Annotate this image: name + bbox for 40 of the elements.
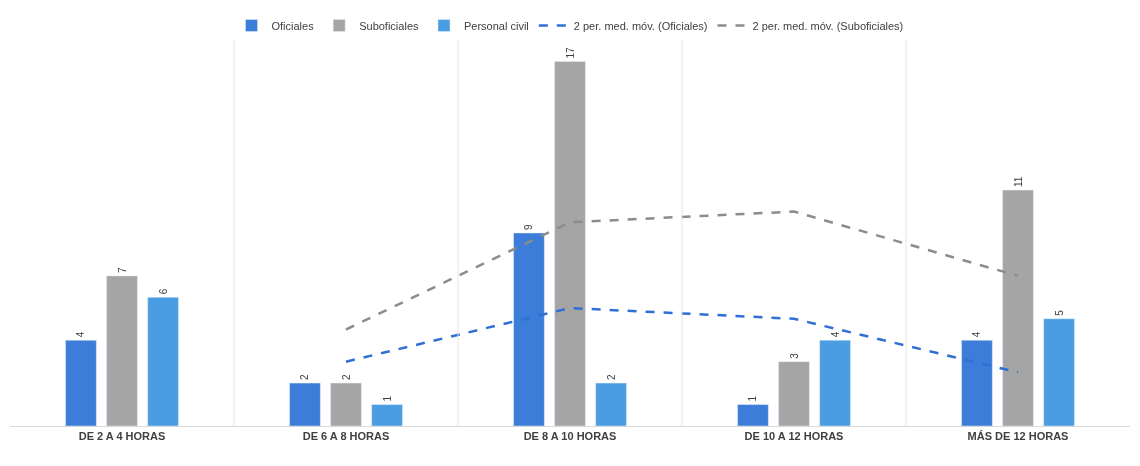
- bar: [513, 232, 545, 426]
- legend-label: Personal civil: [463, 19, 529, 32]
- bar: [289, 382, 321, 426]
- data-label: 1: [747, 395, 759, 402]
- data-label: 6: [157, 288, 169, 295]
- data-label: 2: [299, 374, 311, 381]
- bar: [106, 275, 138, 426]
- data-label: 2: [605, 374, 617, 381]
- data-label: 17: [564, 46, 576, 59]
- bar: [819, 339, 851, 426]
- data-label: 4: [971, 331, 983, 338]
- data-label: 1: [381, 395, 393, 402]
- legend-label: Suboficiales: [359, 19, 419, 32]
- bar: [1002, 189, 1034, 426]
- x-tick-label: DE 6 A 8 HORAS: [302, 430, 390, 443]
- data-label: 2: [340, 374, 352, 381]
- bar: [778, 361, 810, 426]
- legend-label: 2 per. med. móv. (Oficiales): [573, 19, 708, 32]
- data-label: 4: [75, 331, 87, 338]
- data-label: 11: [1012, 176, 1024, 188]
- data-label: 4: [829, 331, 841, 338]
- bar: [737, 404, 769, 426]
- data-label: 3: [788, 352, 800, 359]
- bar: [595, 382, 627, 426]
- data-label: 7: [116, 266, 128, 273]
- bar: [961, 339, 993, 426]
- bar: [330, 382, 362, 426]
- x-tick-label: DE 2 A 4 HORAS: [78, 430, 166, 443]
- x-tick-label: MÁS DE 12 HORAS: [967, 430, 1069, 443]
- bar: [65, 339, 97, 426]
- bar: [371, 404, 403, 426]
- data-label: 5: [1053, 309, 1065, 316]
- bar: [1043, 318, 1075, 426]
- legend-label: 2 per. med. móv. (Suboficiales): [752, 19, 904, 32]
- bar: [554, 61, 586, 426]
- legend-label: Oficiales: [271, 19, 315, 32]
- x-tick-label: DE 10 A 12 HORAS: [744, 430, 844, 443]
- x-tick-label: DE 8 A 10 HORAS: [523, 430, 617, 443]
- data-label: 9: [523, 224, 535, 230]
- bar: [147, 297, 179, 426]
